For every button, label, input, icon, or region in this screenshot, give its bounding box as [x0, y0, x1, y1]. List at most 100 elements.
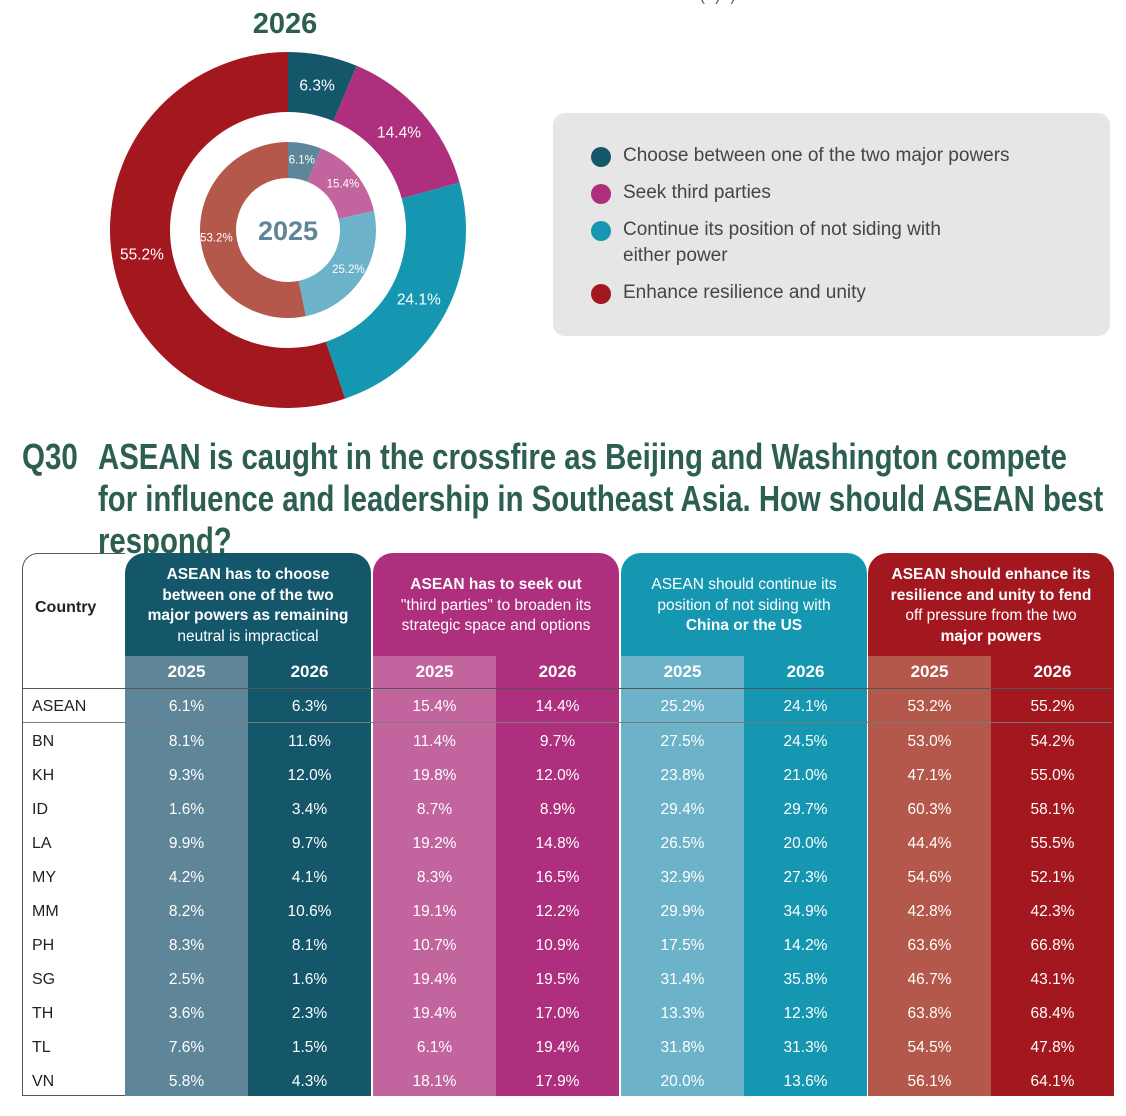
column-group-title-line: ASEAN has to seek out [410, 576, 582, 593]
inner-slice-third [307, 148, 374, 219]
country-cell: PH [32, 937, 55, 954]
question-text: ASEAN is caught in the crossfire as Beij… [98, 436, 1104, 561]
outer-label-continue: 24.1% [397, 292, 441, 309]
header-divider [22, 688, 1112, 689]
table-cell: 64.1% [1030, 1073, 1075, 1090]
aggregate-row-divider [22, 722, 1112, 723]
table-cell: 17.0% [535, 1005, 580, 1022]
year-header-2025: 2025 [663, 662, 702, 681]
table-cell: 31.4% [660, 971, 705, 988]
legend-swatch-icon [591, 147, 611, 167]
table-cell: 8.7% [416, 801, 453, 818]
table-cell: 44.4% [907, 835, 952, 852]
column-2025-background [621, 656, 744, 1096]
year-header-2026: 2026 [538, 662, 577, 681]
table-cell: 32.9% [660, 869, 705, 886]
column-group-title: ASEAN has to choose between one of the tw… [125, 565, 371, 647]
table-cell: 29.9% [660, 903, 705, 920]
table-cell: 19.5% [535, 971, 580, 988]
table-cell: 2.5% [168, 971, 205, 988]
legend-label: Enhance resilience and unity [623, 282, 866, 303]
outer-slice-choose [288, 52, 357, 122]
donut-center [237, 179, 339, 281]
table-cell: 8.1% [168, 733, 205, 750]
column-group-2: ASEAN has to seek out "third parties" to … [373, 553, 619, 1096]
column-group-title-line: "third parties" to broaden its [400, 596, 592, 614]
outer-label-third: 14.4% [377, 125, 421, 142]
inner-label-third: 15.4% [327, 178, 360, 190]
question-number: Q30 [22, 436, 78, 477]
column-group-title-line: major powers [940, 627, 1042, 645]
column-group-3: ASEAN should continue its position of not… [621, 553, 867, 1096]
legend-swatch-icon [591, 221, 611, 241]
table-cell: 19.2% [412, 835, 457, 852]
column-group-title-line: ASEAN has to choose [166, 566, 330, 583]
country-cell: MM [32, 903, 59, 920]
column-group-title-line: strategic space and options [401, 617, 591, 634]
table-cell: 14.4% [535, 698, 580, 715]
donut-inner-title: 2025 [258, 216, 318, 246]
outer-label-choose: 6.3% [299, 77, 335, 94]
table-cell: 52.1% [1030, 869, 1075, 886]
table-cell: 6.1% [416, 1039, 453, 1056]
table-cell: 53.2% [907, 698, 952, 715]
table-bottom-line [22, 1095, 125, 1096]
country-cell: SG [32, 971, 56, 988]
year-header-2025: 2025 [167, 662, 206, 681]
table-cell: 68.4% [1030, 1005, 1075, 1022]
table-cell: 31.8% [660, 1039, 705, 1056]
table-cell: 26.5% [660, 835, 705, 852]
table-cell: 12.2% [535, 903, 580, 920]
table-cell: 46.7% [907, 971, 952, 988]
table-cell: 29.4% [660, 801, 705, 818]
legend: Choose between one of the two major powe… [553, 113, 1110, 336]
inner-slice-enhance [200, 142, 306, 318]
column-group-title-line: resilience and unity to fend [890, 586, 1092, 604]
table-cell: 8.3% [416, 869, 453, 886]
column-group-title-line: ASEAN should enhance its [891, 566, 1091, 583]
legend-swatch-icon [591, 284, 611, 304]
table-cell: 12.0% [535, 767, 580, 784]
column-group-1: ASEAN has to choose between one of the tw… [125, 553, 371, 1096]
table-cell: 23.8% [660, 767, 705, 784]
table-cell: 10.7% [412, 937, 457, 954]
table-cell: 1.6% [291, 971, 328, 988]
outer-slice-continue [325, 182, 466, 399]
table-cell: 21.0% [783, 767, 828, 784]
outer-label-enhance: 55.2% [120, 246, 164, 263]
table-cell: 10.6% [287, 903, 332, 920]
table-left-border [22, 573, 23, 1096]
inner-slice-continue [298, 210, 376, 317]
table-cell: 8.1% [291, 937, 328, 954]
table-cell: 7.6% [168, 1039, 205, 1056]
table-cell: 13.6% [783, 1073, 828, 1090]
table-cell: 9.3% [168, 767, 205, 784]
table-cell: 55.5% [1030, 835, 1075, 852]
country-header-label: Country [35, 599, 97, 616]
inner-label-enhance: 53.2% [200, 232, 233, 244]
table-cell: 47.1% [907, 767, 952, 784]
country-cell: TL [32, 1039, 51, 1056]
outer-slice-third [333, 65, 460, 199]
table-cell: 5.8% [168, 1073, 205, 1090]
table-cell: 2.3% [291, 1005, 328, 1022]
country-cell: TH [32, 1005, 54, 1022]
column-group-title: ASEAN should enhance its resilience and u… [868, 565, 1114, 647]
table-cell: 1.6% [168, 801, 205, 818]
table-cell: 12.3% [783, 1005, 828, 1022]
table-cell: 8.3% [168, 937, 205, 954]
legend-label: Continue its position of not siding with… [623, 219, 941, 266]
inner-label-continue: 25.2% [332, 264, 365, 276]
table-cell: 27.3% [783, 869, 828, 886]
donut-outer-title: 2026 [252, 8, 318, 40]
table-cell: 18.1% [412, 1073, 457, 1090]
table-cell: 14.8% [535, 835, 580, 852]
table-cell: 9.7% [291, 835, 328, 852]
table-cell: 43.1% [1030, 971, 1075, 988]
table-cell: 55.2% [1030, 698, 1075, 715]
legend-label: Seek third parties [623, 182, 771, 203]
table-cell: 10.9% [535, 937, 580, 954]
table-cell: 14.2% [783, 937, 828, 954]
table-cell: 9.7% [539, 733, 576, 750]
table-cell: 19.1% [412, 903, 457, 920]
